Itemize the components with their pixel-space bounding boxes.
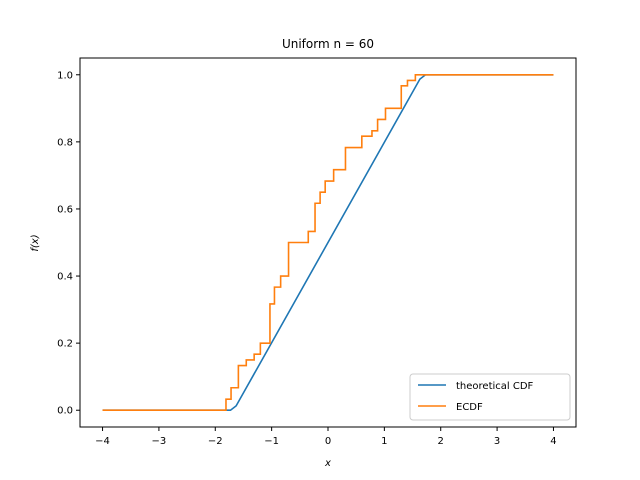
y-tick-label: 0.8 xyxy=(57,137,73,148)
x-tick-label: −4 xyxy=(95,436,110,447)
x-tick-label: −3 xyxy=(152,436,167,447)
y-axis: 0.0 0.2 0.4 0.6 0.8 1.0 xyxy=(57,70,80,417)
legend-box xyxy=(409,373,571,421)
x-tick-label: 2 xyxy=(438,436,444,447)
series-line-ecdf xyxy=(102,73,554,412)
y-tick-label: 0.0 xyxy=(57,406,73,417)
y-tick-label: 0.2 xyxy=(57,339,73,350)
x-tick-label: 0 xyxy=(325,436,331,447)
x-tick-label: 1 xyxy=(381,436,387,447)
legend: theoretical CDF ECDF xyxy=(409,373,571,421)
legend-label-theoretical-cdf: theoretical CDF xyxy=(456,381,534,392)
y-tick-label: 0.6 xyxy=(57,204,73,215)
series-layer xyxy=(102,73,554,412)
x-axis: −4 −3 −2 −1 0 1 2 3 4 xyxy=(95,427,557,447)
legend-label-ecdf: ECDF xyxy=(456,402,483,413)
x-tick-label: −1 xyxy=(264,436,279,447)
x-axis-label: x xyxy=(324,458,331,469)
y-tick-label: 0.4 xyxy=(57,272,73,283)
y-axis-label: f(x) xyxy=(30,234,41,251)
x-tick-label: −2 xyxy=(208,436,223,447)
x-tick-label: 4 xyxy=(550,436,556,447)
chart-title: Uniform n = 60 xyxy=(282,37,374,51)
y-tick-label: 1.0 xyxy=(57,70,73,81)
plot-area: −4 −3 −2 −1 0 1 2 3 4 0.0 0.2 0.4 0.6 0.8 1.0 xyxy=(57,57,577,447)
x-tick-label: 3 xyxy=(494,436,500,447)
